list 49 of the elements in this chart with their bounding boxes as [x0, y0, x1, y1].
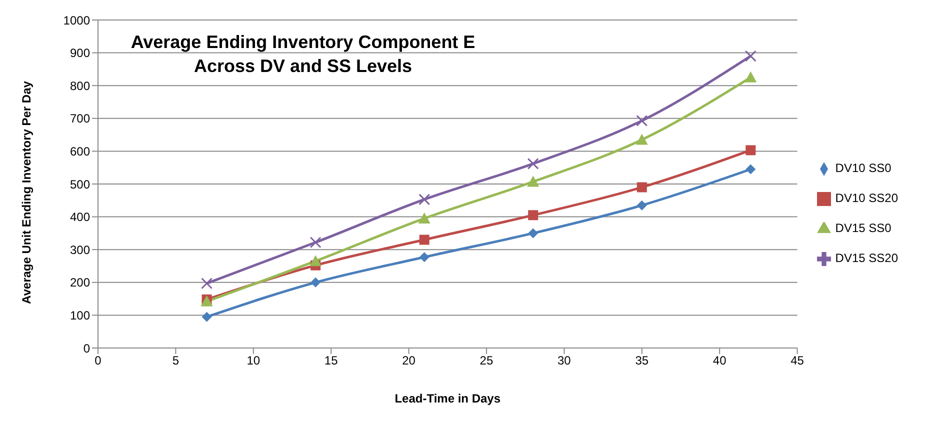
point [310, 255, 322, 266]
y-axis-title: Average Unit Ending Inventory Per Day [19, 80, 34, 304]
legend-label: DV15 SS0 [835, 221, 892, 235]
point [419, 234, 430, 245]
point [636, 114, 648, 126]
point [419, 252, 430, 262]
x-tick-label: 5 [172, 354, 180, 368]
y-tick-label: 800 [70, 78, 90, 93]
x-tick-label: 10 [246, 354, 260, 368]
point [527, 176, 540, 187]
point [746, 164, 756, 174]
legend-label: DV10 SS20 [835, 191, 898, 205]
point [528, 228, 538, 238]
point [310, 236, 322, 248]
x-tick-label: 35 [635, 354, 649, 368]
point [636, 134, 648, 145]
y-tick-label: 300 [70, 242, 90, 257]
point [636, 200, 647, 210]
point [744, 71, 757, 82]
x-tick-label: 20 [402, 354, 416, 368]
point [744, 50, 756, 62]
y-tick-label: 700 [70, 112, 90, 126]
point [746, 145, 756, 156]
point [310, 277, 321, 288]
point [527, 158, 539, 170]
y-tick-label: 900 [70, 46, 90, 60]
y-tick-label: 500 [70, 177, 90, 192]
x-tick-label: 0 [94, 354, 102, 368]
x-tick-label: 40 [712, 354, 727, 368]
y-tick-label: 1000 [63, 13, 90, 28]
legend-label: DV15 SS20 [835, 251, 898, 265]
y-tick-label: 0 [83, 341, 90, 356]
y-tick-label: 600 [70, 144, 90, 158]
y-tick-label: 100 [70, 308, 90, 322]
point [418, 212, 430, 224]
y-tick-label: 400 [70, 210, 90, 224]
x-tick-label: 25 [480, 354, 494, 368]
text: Average Ending Inventory Component E Across DV and SS Levels [130, 31, 476, 78]
x-tick-label: 30 [558, 354, 572, 368]
point [202, 312, 212, 322]
x-tick-label: 15 [324, 354, 338, 368]
x-axis-title: Lead-Time in Days [394, 392, 501, 406]
point [636, 182, 647, 192]
legend-label: DV10 SS0 [835, 161, 892, 175]
x-tick-label: 45 [790, 354, 804, 368]
point [418, 194, 430, 206]
point [201, 278, 213, 290]
y-tick-label: 200 [70, 276, 90, 290]
point [528, 210, 538, 220]
